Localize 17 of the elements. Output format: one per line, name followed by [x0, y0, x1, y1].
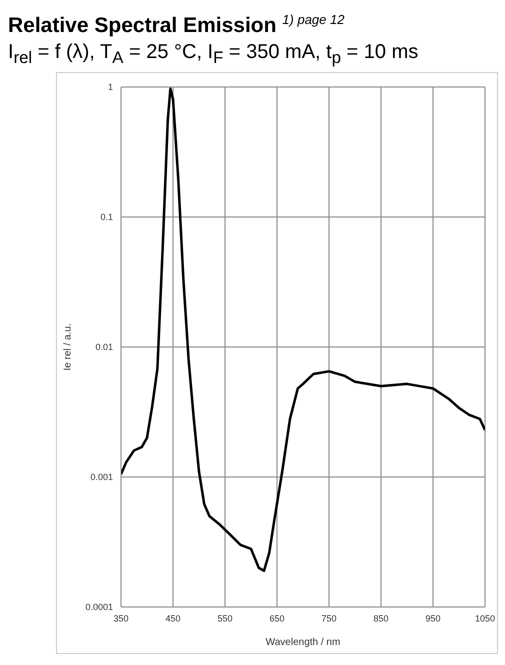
- x-tick-label: 750: [321, 613, 337, 624]
- y-axis-title: Ie rel / a.u.: [62, 323, 74, 371]
- x-tick-label: 1050: [474, 613, 496, 624]
- x-tick-label: 850: [373, 613, 389, 624]
- y-tick-label: 0.01: [95, 342, 113, 352]
- y-tick-label: 0.1: [100, 212, 113, 222]
- x-tick-label: 650: [269, 613, 285, 624]
- text: I$_{rel}$ = f (λ), T$_{A}$ = 25 °C, I$_{F}$ = 350 mA, t$_{p}$ = 10 ms: [8, 41, 418, 67]
- y-tick-label: 1: [108, 82, 113, 92]
- x-tick-label: 350: [113, 613, 129, 624]
- y-tick-label: 0.0001: [85, 602, 113, 612]
- x-tick-label: 950: [425, 613, 441, 624]
- x-tick-label: 550: [217, 613, 233, 624]
- x-axis-title: Wavelength / nm: [266, 637, 340, 648]
- chart-title: Relative Spectral Emission $^{1) page 12}$: [8, 11, 346, 38]
- x-tick-label: 450: [165, 613, 181, 624]
- y-tick-label: 0.001: [90, 472, 113, 482]
